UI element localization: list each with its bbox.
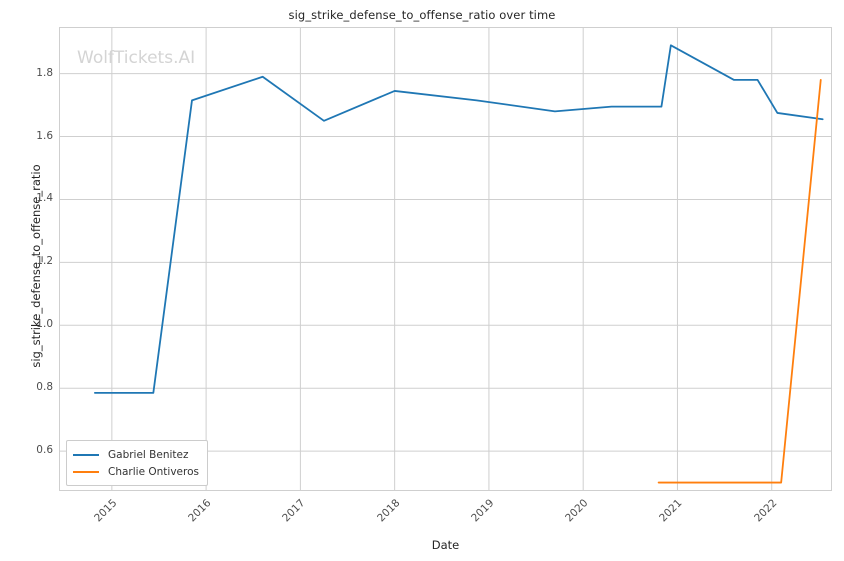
y-tick-label: 0.6 bbox=[36, 444, 53, 457]
y-tick-label: 1.6 bbox=[36, 129, 53, 142]
chart-title: sig_strike_defense_to_offense_ratio over… bbox=[288, 8, 556, 22]
x-axis-label: Date bbox=[431, 538, 460, 552]
y-axis-tick-labels: 0.6 0.8 1.0 1.2 1.4 1.6 1.8 bbox=[0, 0, 53, 561]
legend-swatch-charlie-ontiveros bbox=[73, 470, 99, 473]
y-tick-label: 1.2 bbox=[36, 255, 53, 268]
legend-item[interactable]: Gabriel Benitez bbox=[73, 446, 199, 463]
y-tick-label: 0.8 bbox=[36, 381, 53, 394]
y-tick-label: 1.8 bbox=[36, 66, 53, 79]
data-series-lines bbox=[93, 44, 824, 484]
legend-swatch-gabriel-benitez bbox=[73, 453, 99, 456]
plot-area: WolfTickets.AI bbox=[59, 27, 832, 491]
chart-legend: Gabriel Benitez Charlie Ontiveros bbox=[66, 440, 208, 486]
legend-label: Gabriel Benitez bbox=[108, 448, 189, 461]
legend-item[interactable]: Charlie Ontiveros bbox=[73, 463, 199, 480]
y-tick-label: 1.4 bbox=[36, 192, 53, 205]
y-tick-label: 1.0 bbox=[36, 318, 53, 331]
legend-label: Charlie Ontiveros bbox=[108, 465, 199, 478]
